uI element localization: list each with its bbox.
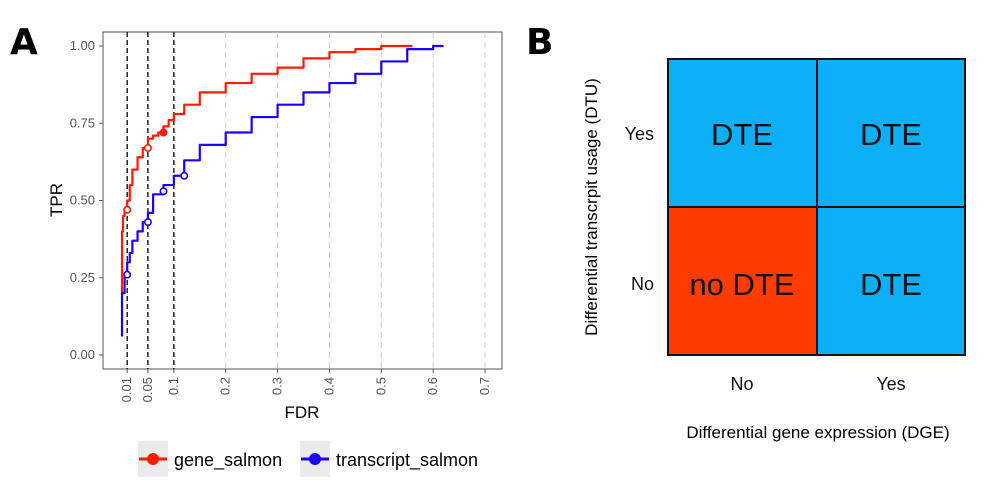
series-line-gene_salmon	[120, 44, 413, 294]
legend-label-transcript: transcript_salmon	[336, 450, 478, 471]
legend-label-gene: gene_salmon	[174, 450, 282, 471]
series-marker-transcript_salmon	[143, 218, 152, 227]
legend: gene_salmon transcript_salmon	[138, 441, 478, 477]
series-marker-gene_salmon	[123, 205, 132, 214]
cell-label: DTE	[711, 117, 773, 152]
x-tick-label: 0.4	[321, 377, 336, 395]
cell-label: DTE	[860, 117, 922, 152]
x-axis-title-dge: Differential gene expression (DGE)	[686, 423, 949, 442]
x-tick-label: 0.7	[477, 377, 492, 395]
series-marker-gene_salmon	[159, 128, 168, 137]
y-axis-title: TPR	[47, 183, 66, 217]
col-label-yes: Yes	[876, 374, 905, 394]
y-tick-label: 1.00	[70, 38, 95, 53]
series-markers	[123, 128, 189, 279]
y-tick-label: 0.25	[70, 270, 95, 285]
x-tick-label: 0.1	[166, 377, 181, 395]
y-ticks: 0.00 0.25 0.50 0.75 1.00	[70, 38, 103, 362]
series-marker-transcript_salmon	[180, 171, 189, 180]
y-tick-label: 0.75	[70, 115, 95, 130]
roc-chart: 0.000.250.500.751.00 0.01 0.05 0.1 0.2 0.3 0.…	[47, 31, 503, 477]
panel-a-label: A	[10, 22, 38, 63]
cell-dtu-yes-dge-yes	[816, 58, 966, 208]
legend-dot-transcript	[309, 453, 321, 465]
cell-dtu-no-dge-no	[667, 206, 818, 356]
x-ticks: 0.01 0.05 0.1 0.2 0.3 0.4 0.5 0.6 0.7	[119, 369, 492, 402]
x-tick-label: 0.01	[119, 377, 134, 402]
series-marker-transcript_salmon	[123, 270, 132, 279]
x-tick-label: 0.6	[425, 377, 440, 395]
cell-dtu-no-dge-yes	[816, 206, 966, 356]
y-axis-title-dtu: Differential transcrpit usage (DTU)	[582, 78, 601, 336]
x-tick-label: 0.3	[270, 377, 285, 395]
x-axis-title: FDR	[285, 403, 320, 422]
cell-label: DTE	[860, 267, 922, 302]
legend-dot-gene	[147, 453, 159, 465]
cell-dtu-yes-dge-no	[667, 58, 818, 208]
row-label-no: No	[631, 274, 654, 294]
x-tick-label: 0.5	[373, 377, 388, 395]
y-tick-label: 0.00	[70, 347, 95, 362]
series-marker-gene_salmon	[143, 143, 152, 152]
y-tick-label: 0.50	[70, 193, 95, 208]
panel-b-label: B	[526, 22, 553, 63]
row-label-yes: Yes	[625, 124, 654, 144]
grid-lines	[225, 32, 486, 369]
x-tick-label: 0.05	[140, 377, 155, 402]
col-label-no: No	[730, 374, 753, 394]
cell-label: no DTE	[689, 267, 794, 302]
x-tick-label: 0.2	[218, 377, 233, 395]
series-marker-transcript_salmon	[159, 187, 168, 196]
dte-matrix: DTE DTE no DTE DTE Yes No No Yes Differe…	[582, 58, 966, 442]
plot-frame	[102, 31, 503, 370]
